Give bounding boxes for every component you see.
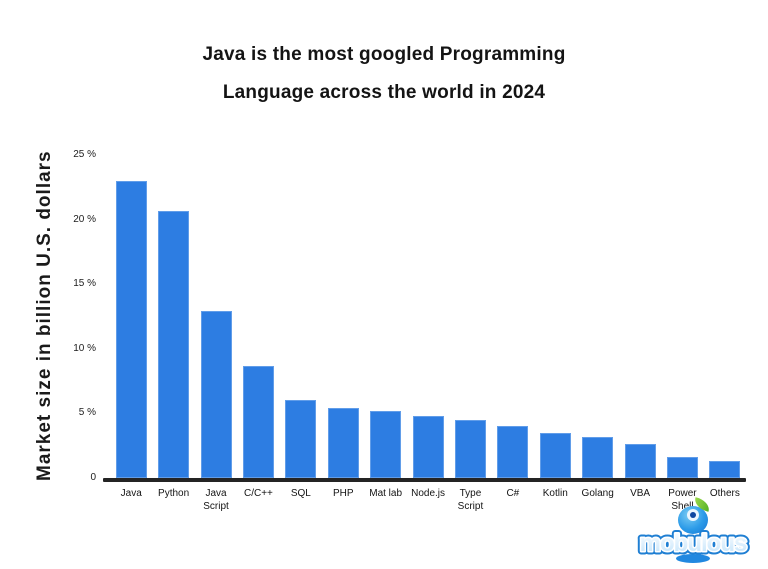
bar-java [115,181,147,478]
chart-title-line1: Java is the most googled Programming [202,44,566,65]
x-axis-label: Java [120,488,142,499]
bar-c# [497,426,529,478]
bar-type-script [454,420,486,478]
x-axis-label: C# [506,488,520,499]
y-tick-label: 5 % [78,407,96,419]
x-axis-label: C/C++ [243,488,273,499]
bar-node.js [412,416,444,478]
x-axis-label: PHP [332,488,354,499]
bar-php [327,408,359,478]
x-axis-label: Mat lab [369,488,403,499]
x-axis-label: Java Script [203,488,229,512]
bar-slot [534,143,576,478]
mobulous-berry-icon [678,506,708,534]
x-axis-label: Power Shell [668,488,697,512]
x-axis-label: Golang [581,488,614,499]
mobulous-logo: mobulous mobulous [630,497,756,563]
bar-slot [280,143,322,478]
bar-sql [285,400,317,478]
y-tick-label: 20 % [73,213,96,225]
x-axis-label: Type Script [457,488,484,512]
bar-power-shell [666,457,698,478]
chart-title: Java is the most googled Programming Lan… [0,36,768,112]
bar-java-script [200,311,232,478]
logo-text-outline: mobulous [640,530,747,557]
logo-chin-shape [676,554,710,563]
logo-text: mobulous [640,530,747,557]
x-axis-label: Kotlin [542,488,568,499]
bar-slot [449,143,491,478]
bar-slot [407,143,449,478]
bar-vba [624,444,656,478]
bar-mat-lab [370,411,402,478]
bar-slot [364,143,406,478]
bar-slot [661,143,703,478]
x-axis-labels: Java Python Java Script C/C++ SQL PHP Mat lab N… [110,487,746,513]
x-axis-label: Node.js [411,488,445,499]
bar-slot [110,143,152,478]
bar-slot [152,143,194,478]
y-tick-label: 15 % [73,278,96,290]
chart-title-line2: Language across the world in 2024 [222,82,546,103]
bar-golang [582,437,614,478]
y-tick-label: 0 [90,472,96,483]
bar-slot [237,143,279,478]
bar-slot [704,143,746,478]
plot-area [110,143,746,478]
bar-slot [195,143,237,478]
logo-wordmark: mobulous mobulous [636,527,751,561]
y-tick-label: 10 % [73,342,96,354]
x-axis-line [103,478,746,482]
bar-slot [576,143,618,478]
bar-c/c++ [242,366,274,478]
bar-slot [322,143,364,478]
x-axis-label: SQL [290,488,311,499]
bar-kotlin [539,433,571,478]
bar-others [709,461,741,478]
bar-slot [619,143,661,478]
x-axis-label: VBA [630,488,651,499]
bar-python [158,211,190,478]
bar-slot [492,143,534,478]
y-tick-label: 25 % [73,149,96,160]
y-axis-label: Market size in billion U.S. dollars [34,150,55,481]
x-axis-label: Python [158,488,190,499]
x-axis-label: Others [709,488,740,499]
berry-pupil-icon [690,512,696,518]
